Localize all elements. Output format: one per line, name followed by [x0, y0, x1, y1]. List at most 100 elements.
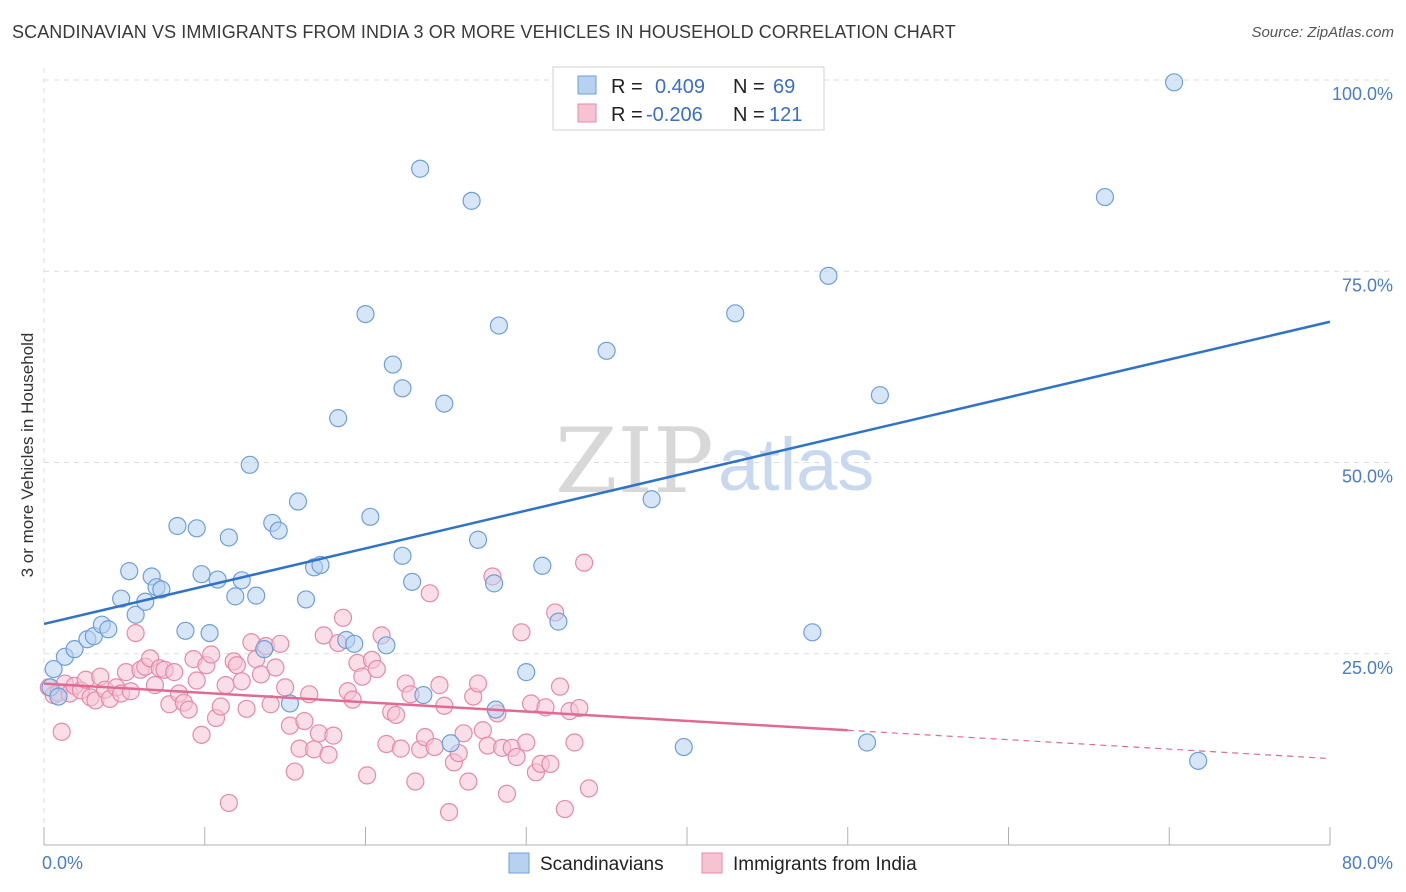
- india-point-108: [555, 799, 574, 819]
- legend-swatch-pink: [577, 103, 597, 123]
- scandinavian-point-8: [99, 620, 118, 639]
- scandinavian-point-4: [65, 640, 84, 659]
- india-point-62: [333, 608, 353, 627]
- scandinavian-point-9: [112, 589, 131, 608]
- india-point-54: [295, 711, 314, 731]
- scandinavian-point-45: [411, 159, 430, 178]
- india-point-31: [187, 671, 206, 690]
- scandinavian-point-64: [870, 386, 890, 405]
- series-legend-swatch-scandinavians: [508, 852, 530, 874]
- scandinavian-point-22: [219, 528, 238, 547]
- scandinavian-points: [41, 73, 1208, 770]
- scandinavian-point-56: [549, 612, 568, 631]
- india-point-38: [219, 793, 238, 813]
- scandinavian-point-67: [1189, 751, 1208, 770]
- scandinavian-point-66: [1164, 73, 1184, 92]
- trend-lines: [43, 320, 1331, 760]
- india-point-107: [550, 677, 570, 696]
- scandinavian-point-59: [674, 737, 693, 757]
- india-point-87: [454, 724, 473, 743]
- scandinavian-point-50: [468, 530, 488, 549]
- y-axis-label: 3 or more Vehicles in Household: [18, 333, 37, 578]
- series-legend: Scandinavians Immigrants from India: [508, 852, 917, 875]
- legend-r-label-pink: R =: [611, 104, 643, 126]
- india-point-17: [121, 682, 140, 701]
- chart-title: SCANDINAVIAN VS IMMIGRANTS FROM INDIA 3 …: [12, 22, 956, 42]
- india-point-110: [565, 733, 584, 752]
- scandinavian-point-44: [403, 572, 422, 591]
- scandinavian-point-63: [857, 733, 877, 752]
- india-point-112: [575, 553, 594, 572]
- x-axis-ticks: [43, 827, 1331, 845]
- scandinavian-point-51: [485, 574, 504, 593]
- india-point-111: [570, 698, 589, 718]
- india-point-98: [507, 747, 526, 767]
- scandinavian-point-23: [226, 587, 245, 606]
- india-point-45: [251, 665, 271, 684]
- scandinavian-point-40: [377, 636, 396, 655]
- india-point-100: [517, 733, 536, 752]
- legend-n-label-pink: N =: [733, 104, 765, 126]
- india-point-40: [227, 656, 246, 675]
- series-legend-swatch-india: [701, 852, 723, 874]
- india-point-88: [459, 772, 478, 791]
- scandinavian-point-16: [168, 516, 187, 536]
- scandinavian-point-60: [726, 304, 745, 323]
- india-point-80: [420, 584, 439, 603]
- india-point-96: [497, 784, 517, 803]
- scandinavian-point-1: [44, 659, 63, 679]
- india-point-99: [512, 623, 531, 642]
- india-point-77: [406, 772, 425, 791]
- scandinavian-point-35: [329, 409, 348, 428]
- legend-n-value-pink: 121: [769, 104, 802, 126]
- scandinavian-point-26: [247, 586, 266, 605]
- india-point-26: [165, 663, 184, 682]
- india-point-52: [285, 762, 304, 781]
- india-point-18: [126, 623, 145, 643]
- scandinavian-point-18: [187, 519, 206, 538]
- india-point-69: [367, 659, 386, 679]
- india-point-50: [276, 678, 295, 697]
- scandinavian-point-65: [1095, 187, 1115, 207]
- legend-r-value-blue: 0.409: [655, 76, 705, 98]
- scandinavian-point-48: [441, 734, 460, 753]
- legend-r-label-blue: R =: [611, 76, 643, 98]
- india-point-64: [343, 690, 362, 709]
- scandinavian-point-31: [288, 492, 308, 511]
- india-point-84: [439, 803, 459, 822]
- series-legend-label-india: Immigrants from India: [733, 854, 917, 875]
- scandinavian-point-25: [240, 455, 259, 474]
- scandinavian-point-55: [533, 556, 552, 575]
- india-point-81: [425, 737, 444, 757]
- india-point-29: [179, 700, 198, 719]
- india-point-37: [216, 676, 235, 695]
- x-tick-label-min: 0.0%: [42, 853, 83, 873]
- scandinavian-point-43: [393, 546, 412, 565]
- india-point-32: [192, 725, 211, 744]
- india-point-3: [52, 722, 71, 741]
- india-point-74: [391, 739, 410, 758]
- scandinavian-point-38: [356, 304, 375, 324]
- scandinavian-trend-line: [43, 320, 1331, 626]
- scandinavian-point-19: [192, 565, 211, 584]
- india-point-90: [468, 674, 488, 693]
- scandinavian-point-15: [152, 580, 171, 599]
- y-tick-label-2: 75.0%: [1342, 275, 1393, 295]
- y-tick-label-1: 50.0%: [1342, 467, 1393, 487]
- india-trend-line-extension: [847, 729, 1331, 760]
- stats-legend: R = 0.409 N = 69 R = -0.206 N = 121: [552, 66, 825, 131]
- source-note: Source: ZipAtlas.com: [1251, 24, 1394, 41]
- y-tick-label-3: 100.0%: [1332, 84, 1393, 104]
- india-point-41: [232, 672, 251, 691]
- y-tick-label-0: 25.0%: [1342, 658, 1393, 678]
- india-point-42: [237, 699, 256, 718]
- scandinavian-point-20: [200, 623, 219, 643]
- scandinavian-point-53: [489, 316, 509, 335]
- india-trend-line: [43, 682, 848, 732]
- india-point-73: [386, 705, 406, 725]
- india-point-60: [324, 726, 343, 745]
- india-points: [39, 553, 599, 822]
- scandinavian-point-58: [642, 490, 661, 509]
- india-point-82: [430, 676, 449, 695]
- scandinavian-point-29: [269, 521, 288, 540]
